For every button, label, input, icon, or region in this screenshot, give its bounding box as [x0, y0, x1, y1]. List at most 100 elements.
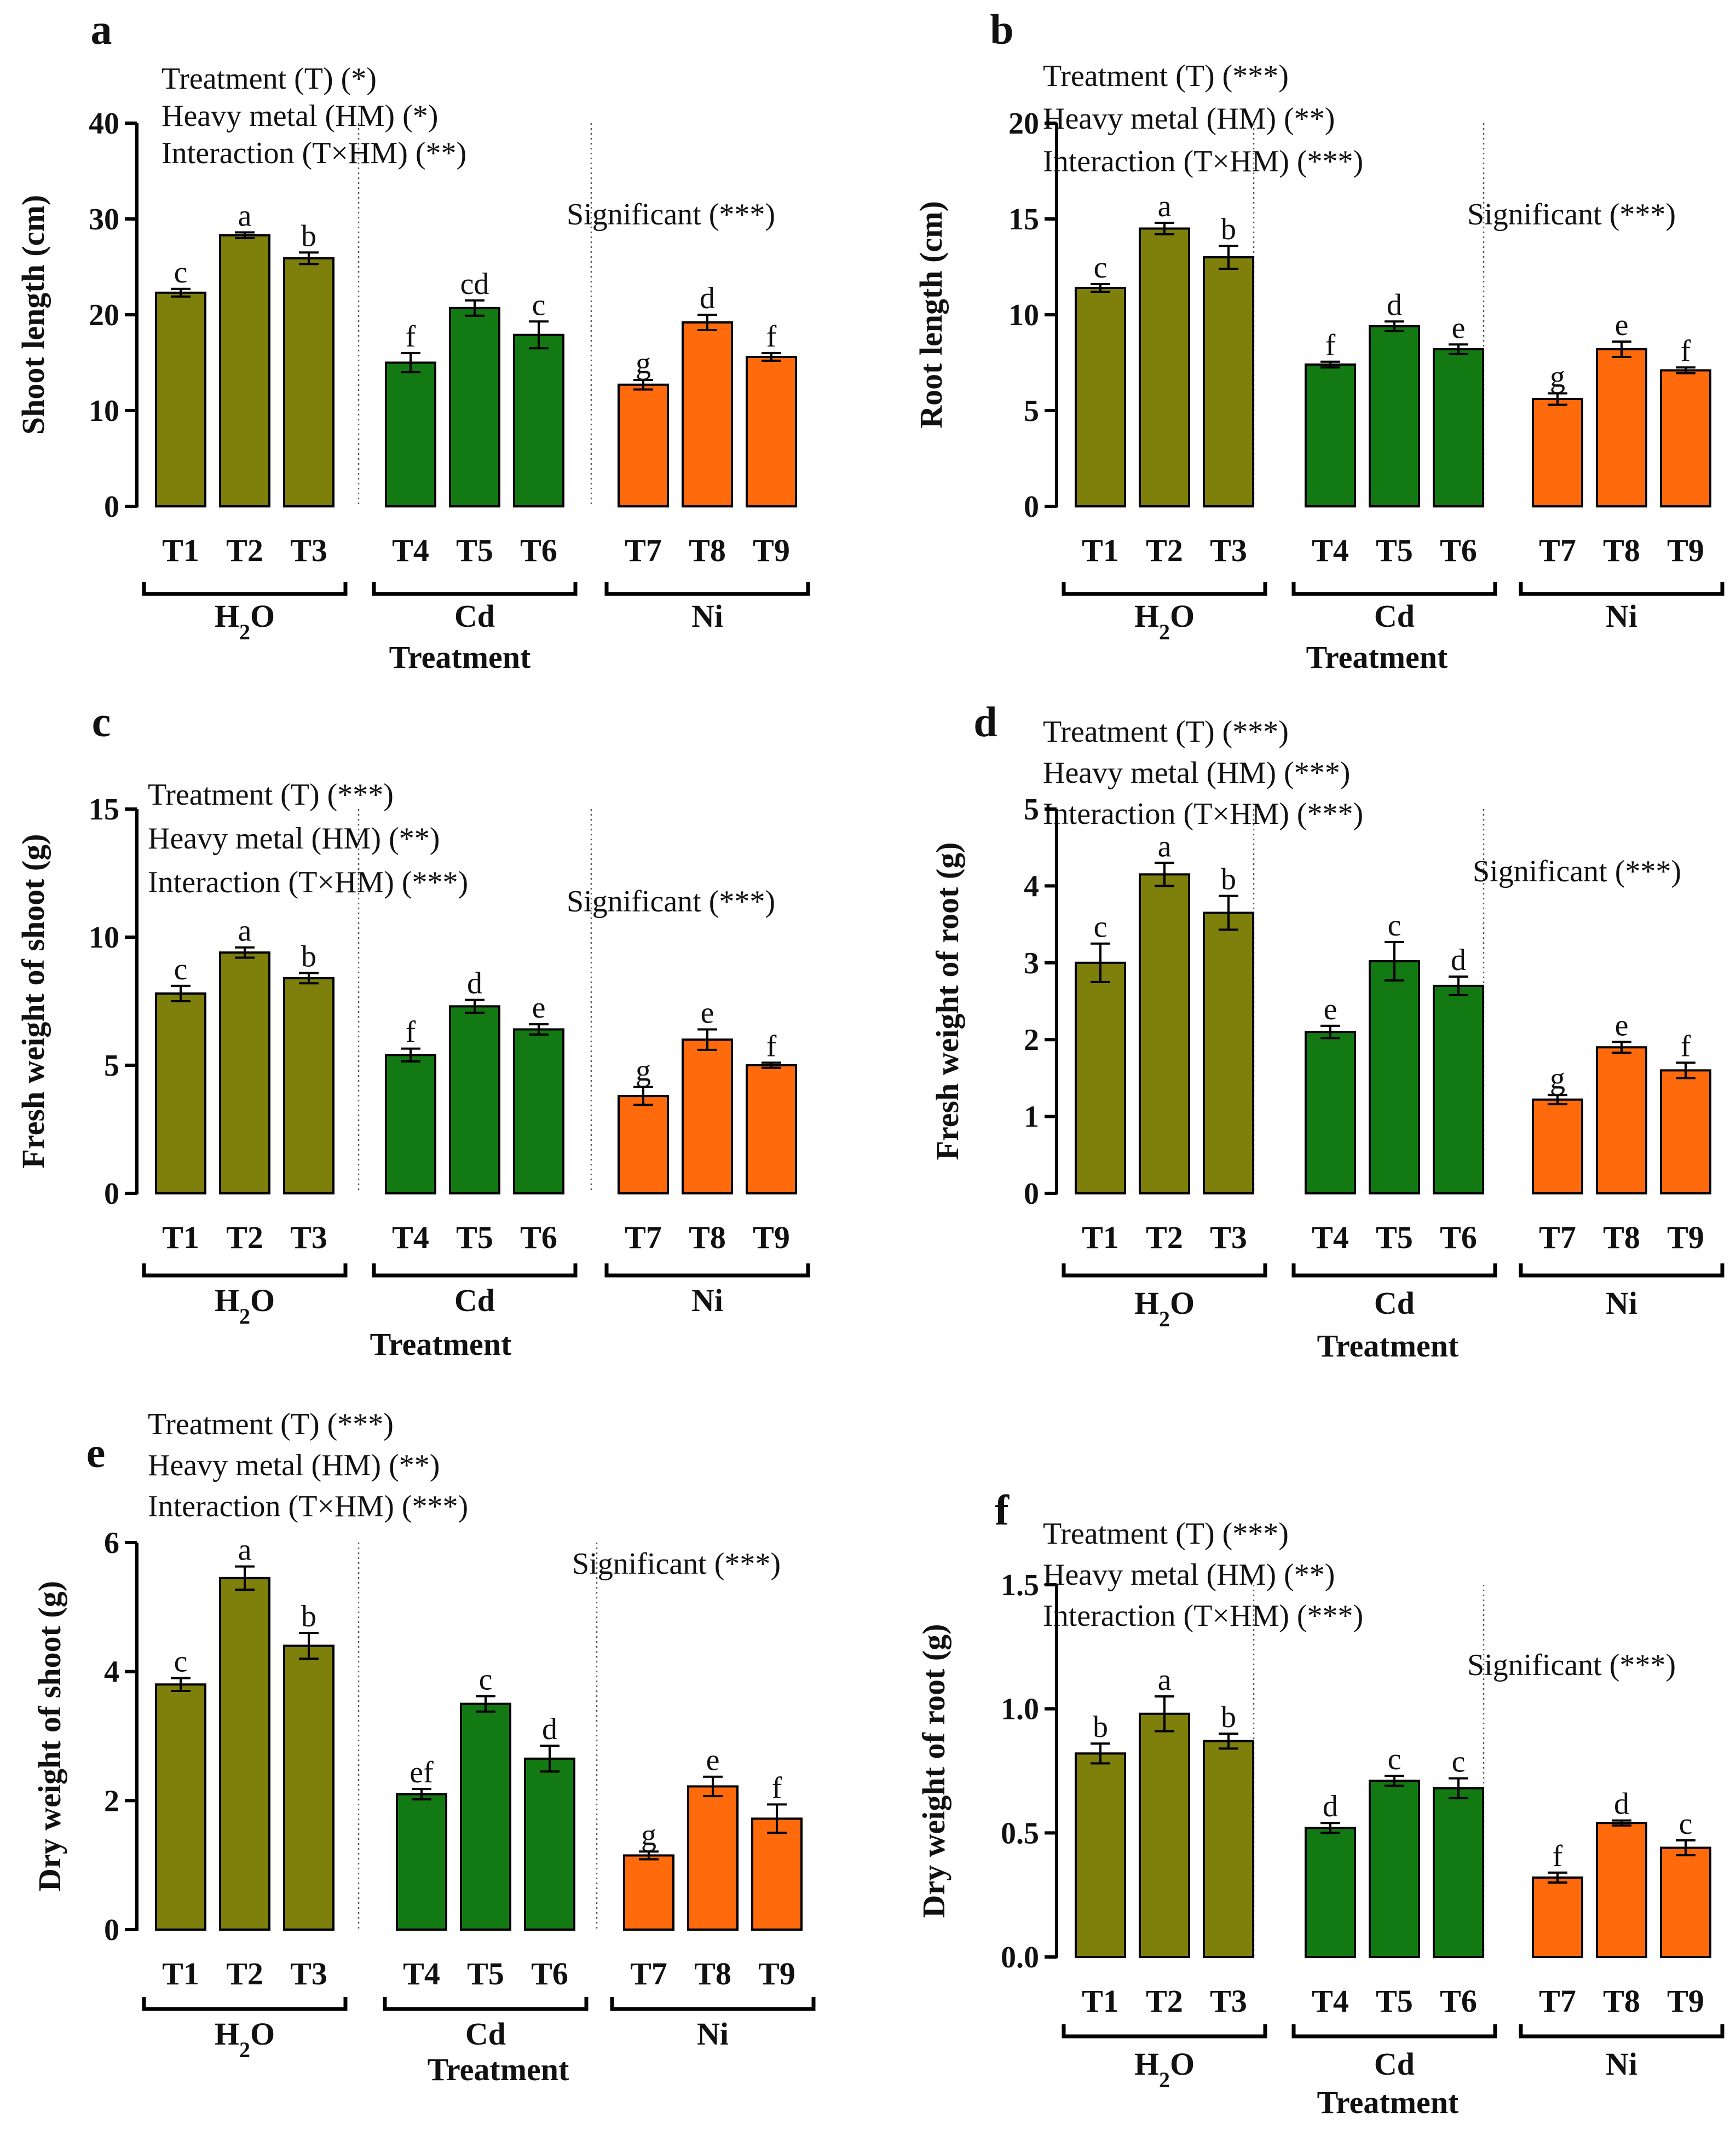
x-tick-label: T8 [1603, 1983, 1640, 2019]
bar-T5 [1369, 960, 1420, 1194]
y-tick-label: 40 [89, 107, 119, 141]
y-tick-label: 1 [1024, 1100, 1039, 1134]
x-tick-label: T9 [758, 1956, 795, 1991]
significance-letter: e [1324, 992, 1337, 1026]
y-tick-label: 20 [1008, 107, 1039, 141]
significance-letter: e [532, 991, 546, 1025]
y-axis-title: Dry weight of root (g) [916, 1624, 951, 1918]
group-bracket [1519, 1263, 1725, 1278]
anova-stat-line: Treatment (T) (*) [162, 62, 377, 96]
y-tick-label: 4 [104, 1655, 119, 1689]
panel-letter: c [92, 698, 111, 746]
bar-T5 [449, 307, 500, 507]
significance-letter: c [1452, 1745, 1466, 1779]
significance-letter: d [467, 967, 482, 1001]
group-label-tail: O [1170, 1285, 1195, 1321]
x-tick-label: T6 [520, 1220, 557, 1255]
y-tick-label: 1.5 [1001, 1568, 1039, 1602]
bar-T7 [1532, 1876, 1583, 1959]
anova-stat-line: Heavy metal (HM) (**) [1043, 1558, 1335, 1592]
x-tick-label: T4 [1312, 533, 1349, 568]
significance-letter: c [1094, 251, 1108, 285]
group-label-main: H [1134, 1285, 1159, 1321]
bar-T4 [385, 1054, 436, 1195]
y-tick-label: 6 [104, 1526, 119, 1560]
group-bracket [142, 1997, 348, 2011]
significance-letter: f [766, 1029, 777, 1063]
bar-T4 [1305, 1827, 1356, 1958]
bar-T2 [219, 234, 270, 507]
x-axis-title: Treatment [1317, 1328, 1459, 1364]
y-tick-label: 30 [89, 203, 119, 236]
bar-T8 [1596, 348, 1647, 507]
group-label: Ni [1606, 1285, 1637, 1321]
significance-letter: d [1323, 1789, 1338, 1823]
y-tick-label: 10 [1008, 298, 1039, 332]
group-bracket [1519, 582, 1725, 596]
bar-T9 [751, 1817, 803, 1931]
significance-letter: d [1387, 288, 1402, 322]
y-tick-label: 5 [1024, 793, 1039, 827]
anova-stat-line: Treatment (T) (***) [148, 1407, 394, 1441]
x-tick-label: T9 [1667, 533, 1704, 568]
y-tick-label: 3 [1024, 946, 1039, 980]
bar-T1 [1075, 1752, 1126, 1958]
significance-letter: d [1614, 1787, 1629, 1821]
x-tick-label: T3 [290, 1220, 327, 1255]
x-tick-label: T1 [162, 1956, 199, 1991]
group-bracket [1291, 2024, 1497, 2039]
group-label-main: Cd [454, 1283, 495, 1318]
bar-T2 [219, 951, 270, 1194]
y-tick-label: 2 [104, 1784, 119, 1818]
significance-letter: a [1158, 189, 1172, 223]
x-tick-label: T2 [1146, 1983, 1183, 2019]
x-tick-label: T3 [1210, 1983, 1247, 2019]
significance-letter: c [1094, 910, 1108, 944]
significance-letter: f [406, 320, 416, 354]
anova-stat-line: Interaction (T×HM) (***) [1043, 797, 1363, 831]
group-label-main: Ni [1606, 598, 1637, 634]
bar-T1 [1075, 287, 1126, 507]
significance-letter: c [1388, 1742, 1402, 1776]
group-label-main: Ni [691, 1283, 723, 1318]
anova-stat-line: Treatment (T) (***) [148, 778, 394, 812]
x-tick-label: T5 [467, 1956, 504, 1991]
group-bracket [1291, 1263, 1497, 1278]
bar-T1 [155, 992, 206, 1194]
x-tick-label: T6 [531, 1956, 568, 1991]
x-tick-label: T6 [1440, 1983, 1477, 2019]
significance-letter: b [301, 940, 316, 974]
group-label: H2O [215, 598, 275, 644]
chart-panel-b: b Treatment (T) (***) Heavy metal (HM) (**… [913, 5, 1725, 675]
y-tick-label: 0 [104, 490, 119, 524]
x-tick-label: T7 [625, 1220, 662, 1255]
group-label-subscript: 2 [1159, 620, 1170, 644]
chart-panel-e: e Treatment (T) (***) Heavy metal (HM) (**… [32, 1407, 816, 2087]
y-tick-label: 0.0 [1001, 1941, 1039, 1974]
bar-T9 [1660, 1846, 1711, 1959]
bar-T7 [1532, 398, 1583, 507]
y-tick-label: 5 [1024, 394, 1039, 428]
group-label-subscript: 2 [1159, 1307, 1170, 1331]
bar-T5 [1369, 1780, 1420, 1958]
x-tick-label: T9 [1667, 1220, 1704, 1255]
y-tick-label: 15 [1008, 203, 1039, 236]
bar-T6 [513, 1028, 564, 1194]
x-axis-title: Treatment [1306, 639, 1448, 675]
significance-letter: f [406, 1015, 416, 1049]
significance-letter: c [174, 952, 188, 986]
bar-T2 [219, 1577, 270, 1931]
x-tick-label: T7 [630, 1956, 667, 1991]
bar-T7 [623, 1854, 674, 1931]
bar-T1 [155, 1683, 206, 1931]
group-label-subscript: 2 [1159, 2068, 1170, 2092]
significance-letter: a [1158, 829, 1172, 863]
anova-stat-line: Interaction (T×HM) (***) [148, 1489, 468, 1523]
y-tick-label: 20 [89, 298, 119, 332]
anova-stat-line: Interaction (T×HM) (***) [148, 865, 468, 899]
significance-letter: f [772, 1771, 782, 1805]
x-tick-label: T2 [226, 1956, 263, 1991]
x-tick-label: T2 [226, 1220, 263, 1255]
panel-letter: a [91, 5, 112, 53]
chart-panel-d: d Treatment (T) (***) Heavy metal (HM) (**… [930, 698, 1725, 1364]
